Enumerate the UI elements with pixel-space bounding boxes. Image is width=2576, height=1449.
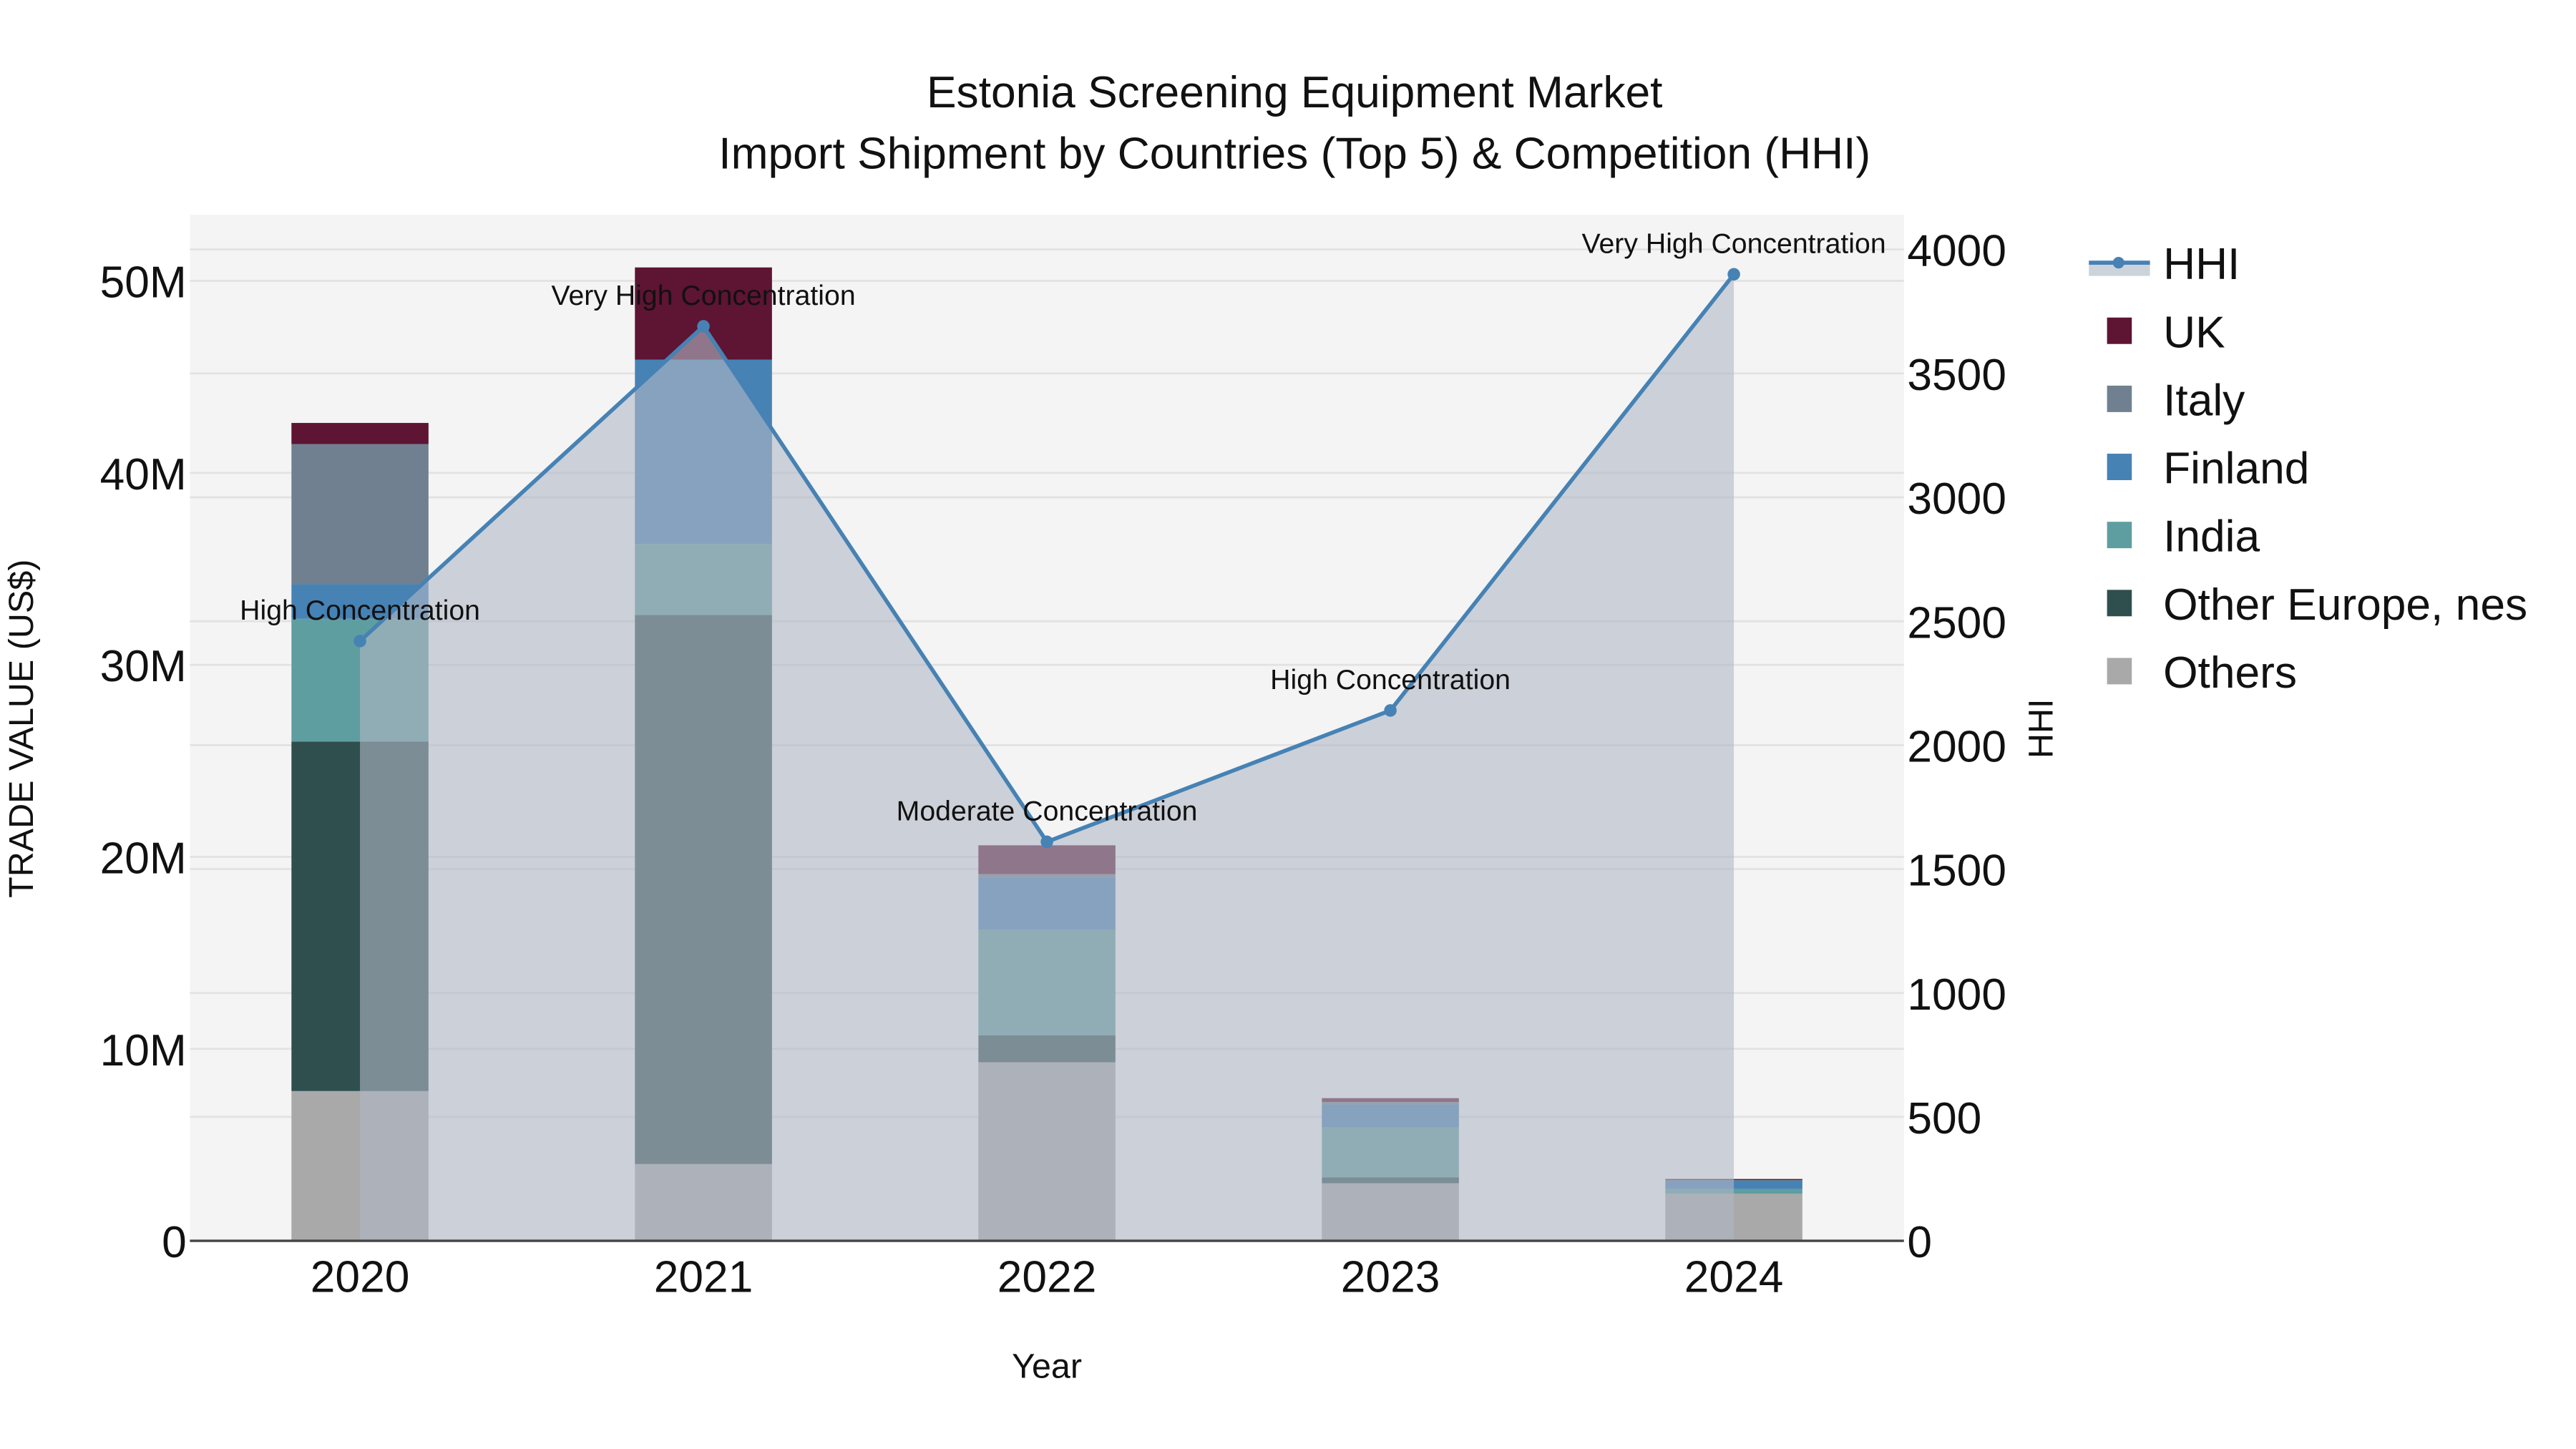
hhi-point[interactable] bbox=[1040, 835, 1053, 849]
legend-label: Italy bbox=[2163, 376, 2245, 425]
bar-segment[interactable]: UK 2020 bbox=[291, 423, 429, 444]
hhi-annotation: High Concentration bbox=[240, 595, 480, 626]
y-axis-right-ticks: 0 500 1000 1500 2000 2500 3000 3500 4000 bbox=[1907, 227, 2006, 1267]
legend-item-finland[interactable]: Finland bbox=[2107, 444, 2310, 494]
legend-label: Finland bbox=[2163, 444, 2309, 494]
x-tick-label: 2022 bbox=[997, 1253, 1097, 1302]
legend-label: UK bbox=[2163, 308, 2225, 357]
hhi-area-fill bbox=[360, 274, 1735, 1241]
legend-item-hhi[interactable]: HHI bbox=[2089, 240, 2240, 289]
legend-swatch-icon bbox=[2107, 385, 2132, 412]
x-tick-label: 2024 bbox=[1684, 1253, 1784, 1302]
hhi-annotation: Moderate Concentration bbox=[897, 795, 1198, 826]
y-axis-left-ticks: 0 10M 20M 30M 40M 50M bbox=[100, 258, 187, 1268]
x-axis-ticks: 2020 2021 2022 2023 2024 bbox=[311, 1253, 1784, 1302]
bar-segment[interactable]: Italy 2020 bbox=[291, 444, 429, 585]
legend-swatch-icon bbox=[2107, 658, 2132, 685]
y-axis-right-title: HHI bbox=[2021, 699, 2060, 759]
legend: HHI UK Italy Finland India Other Europe, nes O… bbox=[2089, 240, 2527, 698]
legend-swatch-icon bbox=[2107, 317, 2132, 344]
y-right-tick-label: 1000 bbox=[1907, 970, 2006, 1020]
legend-label: Other Europe, nes bbox=[2163, 580, 2527, 630]
legend-label: Others bbox=[2163, 648, 2297, 698]
y-left-tick-label: 30M bbox=[100, 642, 187, 691]
hhi-annotation: Very High Concentration bbox=[1581, 228, 1885, 259]
y-right-tick-label: 500 bbox=[1907, 1094, 1981, 1143]
y-right-tick-label: 4000 bbox=[1907, 227, 2006, 276]
legend-swatch-icon bbox=[2107, 454, 2132, 480]
y-left-tick-label: 40M bbox=[100, 450, 187, 499]
x-tick-label: 2020 bbox=[311, 1253, 410, 1302]
x-tick-label: 2023 bbox=[1341, 1253, 1440, 1302]
legend-marker-icon bbox=[2112, 257, 2124, 269]
hhi-annotations: High Concentration Very High Concentratio… bbox=[240, 228, 1885, 826]
legend-item-italy[interactable]: Italy bbox=[2107, 376, 2246, 425]
legend-item-others[interactable]: Others bbox=[2107, 648, 2297, 698]
hhi-point[interactable] bbox=[1727, 268, 1740, 281]
legend-label: HHI bbox=[2163, 240, 2240, 289]
y-left-tick-label: 20M bbox=[100, 834, 187, 884]
chart-title-line1: Estonia Screening Equipment Market bbox=[927, 68, 1662, 117]
hhi-area bbox=[360, 274, 1735, 1241]
hhi-line[interactable] bbox=[353, 268, 1740, 849]
y-right-tick-label: 3000 bbox=[1907, 474, 2006, 524]
y-right-tick-label: 2000 bbox=[1907, 722, 2006, 771]
hhi-point[interactable] bbox=[353, 635, 366, 648]
legend-swatch-icon bbox=[2107, 590, 2132, 617]
y-left-tick-label: 50M bbox=[100, 258, 187, 308]
legend-area-swatch bbox=[2089, 263, 2150, 276]
hhi-point[interactable] bbox=[1384, 704, 1397, 717]
hhi-annotation: Very High Concentration bbox=[551, 280, 855, 311]
x-axis-title: Year bbox=[1012, 1347, 1082, 1386]
legend-item-uk[interactable]: UK bbox=[2107, 308, 2225, 357]
y-axis-left-title: TRADE VALUE (US$) bbox=[2, 560, 41, 898]
y-right-tick-label: 3500 bbox=[1907, 351, 2006, 400]
y-right-tick-label: 1500 bbox=[1907, 847, 2006, 896]
hhi-annotation: High Concentration bbox=[1270, 664, 1511, 696]
hhi-point[interactable] bbox=[697, 320, 710, 333]
legend-item-india[interactable]: India bbox=[2107, 512, 2260, 562]
legend-label: India bbox=[2163, 512, 2260, 562]
y-left-tick-label: 10M bbox=[100, 1026, 187, 1075]
legend-swatch-icon bbox=[2107, 522, 2132, 549]
chart-title-line2: Import Shipment by Countries (Top 5) & C… bbox=[718, 130, 1870, 179]
legend-item-other-europe-nes[interactable]: Other Europe, nes bbox=[2107, 580, 2528, 630]
y-left-tick-label: 0 bbox=[162, 1218, 187, 1267]
x-tick-label: 2021 bbox=[654, 1253, 753, 1302]
y-right-tick-label: 0 bbox=[1907, 1218, 1932, 1267]
y-right-tick-label: 2500 bbox=[1907, 598, 2006, 648]
